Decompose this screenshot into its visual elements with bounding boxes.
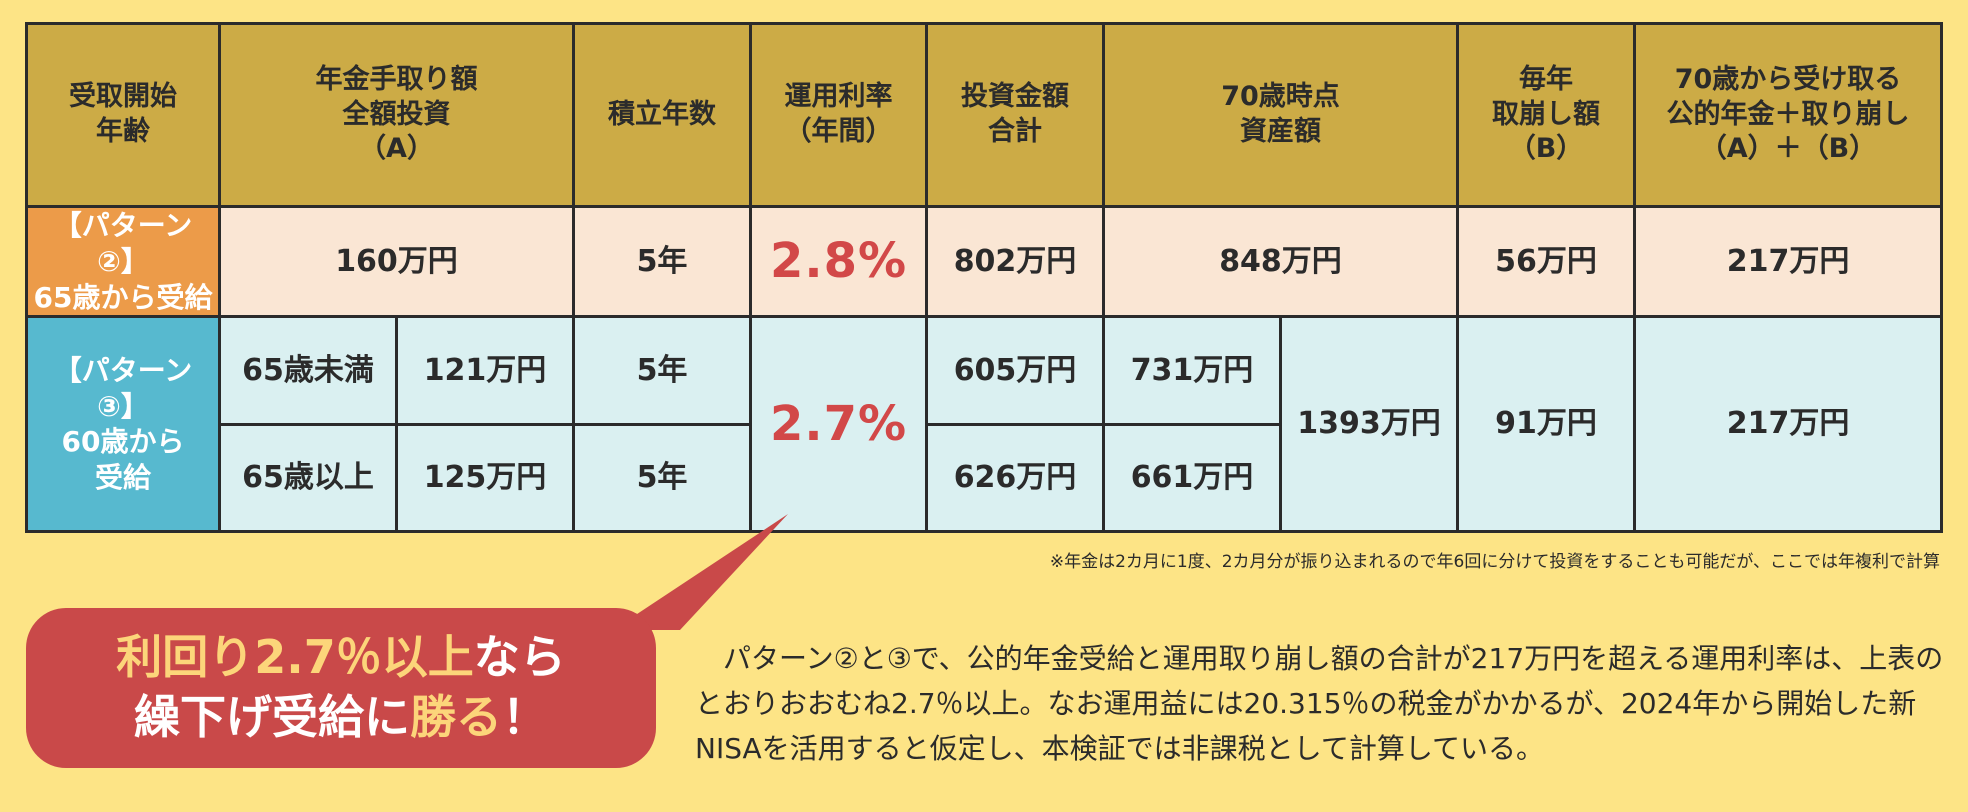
pattern2-years: 5年 <box>572 204 752 319</box>
pattern2-invest-total: 802万円 <box>925 204 1105 319</box>
pattern3-amount: 125万円 <box>395 423 575 534</box>
header-pension-invest: 年金手取り額 全額投資 （A） <box>218 22 575 208</box>
pattern3-invest-total: 626万円 <box>925 423 1105 534</box>
pattern2-total: 217万円 <box>1633 204 1944 319</box>
header-assets-70: 70歳時点 資産額 <box>1101 22 1460 208</box>
pattern3-years: 5年 <box>572 423 752 534</box>
pattern2-amount: 160万円 <box>218 204 575 319</box>
callout-highlight-win: 勝る <box>410 690 502 744</box>
callout-text: 繰下げ受給に <box>134 690 410 744</box>
header-withdraw: 毎年 取崩し額 （B） <box>1456 22 1637 208</box>
header-rate: 運用利率 （年間） <box>749 22 928 208</box>
pattern3-row-over65: 65歳以上 125万円 5年 626万円 661万円 <box>27 423 1942 534</box>
comparison-table: 受取開始 年齢 年金手取り額 全額投資 （A） 積立年数 運用利率 （年間） 投… <box>25 22 1944 534</box>
header-years-text: 積立年数 <box>608 98 716 130</box>
pattern2-rate: 2.8% <box>749 204 928 319</box>
callout-text: ！ <box>502 690 548 744</box>
header-start-age-text: 受取開始 年齢 <box>69 81 177 147</box>
pattern3-age: 65歳未満 <box>218 315 398 427</box>
pattern3-label: 【パターン③】 60歳から 受給 <box>25 315 221 534</box>
header-assets-70-text: 70歳時点 資産額 <box>1221 81 1340 147</box>
pattern3-invest-total: 605万円 <box>925 315 1105 427</box>
pattern3-row-under65: 【パターン③】 60歳から 受給 65歳未満 121万円 5年 2.7% 605… <box>25 315 1944 534</box>
header-rate-text: 運用利率 （年間） <box>784 81 893 147</box>
explanation-paragraph: パターン②と③で、公的年金受給と運用取り崩し額の合計が217万円を超える運用利率… <box>695 642 1944 765</box>
header-total-text: 70歳から受け取る 公的年金＋取り崩し （A）＋（B） <box>1666 64 1910 165</box>
callout-pointer <box>605 514 788 630</box>
pattern3-assets: 731万円 <box>1102 315 1282 427</box>
header-pension-invest-text: 年金手取り額 全額投資 （A） <box>315 64 478 165</box>
pattern3-assets-70: 1393万円 <box>1278 315 1460 534</box>
pattern3-assets: 661万円 <box>1102 423 1282 534</box>
pattern3-age: 65歳以上 <box>218 423 398 534</box>
pattern3-total: 217万円 <box>1633 315 1944 534</box>
callout-highlight-yield: 利回り2.7％以上 <box>116 630 474 685</box>
header-invest-total: 投資金額 合計 <box>925 22 1105 208</box>
pattern2-row: 【パターン②】 65歳から受給 160万円 5年 2.8% 802万円 848万… <box>25 204 1944 319</box>
pattern2-assets-70: 848万円 <box>1101 204 1460 319</box>
pattern2-label-text: 【パターン②】 65歳から受給 <box>33 209 213 314</box>
callout-box: 利回り2.7％以上なら 繰下げ受給に勝る！ <box>26 608 656 768</box>
pattern3-withdraw: 91万円 <box>1456 315 1637 534</box>
callout-line-1: 利回り2.7％以上なら <box>26 628 656 688</box>
pattern3-amount: 121万円 <box>395 315 575 427</box>
header-row: 受取開始 年齢 年金手取り額 全額投資 （A） 積立年数 運用利率 （年間） 投… <box>25 22 1944 208</box>
header-withdraw-text: 毎年 取崩し額 （B） <box>1492 64 1601 165</box>
pattern3-rate: 2.7% <box>749 315 928 534</box>
pattern2-withdraw: 56万円 <box>1456 204 1637 319</box>
pattern3-years: 5年 <box>572 315 752 427</box>
footnote: ※年金は2カ月に1度、2カ月分が振り込まれるので年6回に分けて投資をすることも可… <box>1049 552 1940 572</box>
callout-text: なら <box>473 630 566 685</box>
header-total: 70歳から受け取る 公的年金＋取り崩し （A）＋（B） <box>1633 22 1944 208</box>
header-invest-total-text: 投資金額 合計 <box>961 81 1069 147</box>
pattern3-label-text: 【パターン③】 60歳から 受給 <box>53 353 193 495</box>
header-years: 積立年数 <box>572 22 752 208</box>
header-start-age: 受取開始 年齢 <box>25 22 221 208</box>
callout-line-2: 繰下げ受給に勝る！ <box>26 688 656 748</box>
pattern2-label: 【パターン②】 65歳から受給 <box>25 204 221 319</box>
